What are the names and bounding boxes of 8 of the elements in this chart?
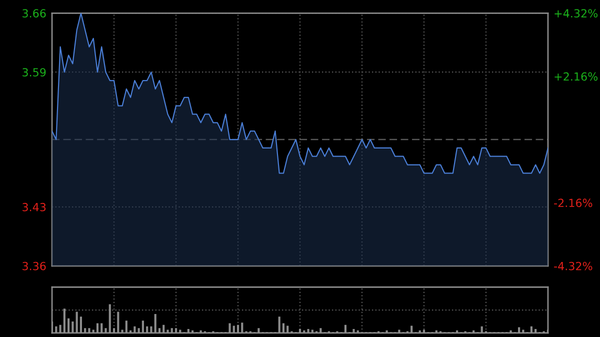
y-tick-label: 3.43 [22, 202, 46, 212]
y2-tick-label: -2.16% [554, 198, 592, 208]
y2-tick-label: -4.32% [554, 262, 592, 270]
y-tick-label: 3.59 [22, 68, 46, 76]
y2-tick-label: +2.16% [554, 72, 598, 81]
y-tick-label: 3.36 [22, 262, 46, 270]
y2-tick-label: +4.32% [554, 9, 598, 18]
y-tick-label: 3.66 [22, 9, 46, 18]
